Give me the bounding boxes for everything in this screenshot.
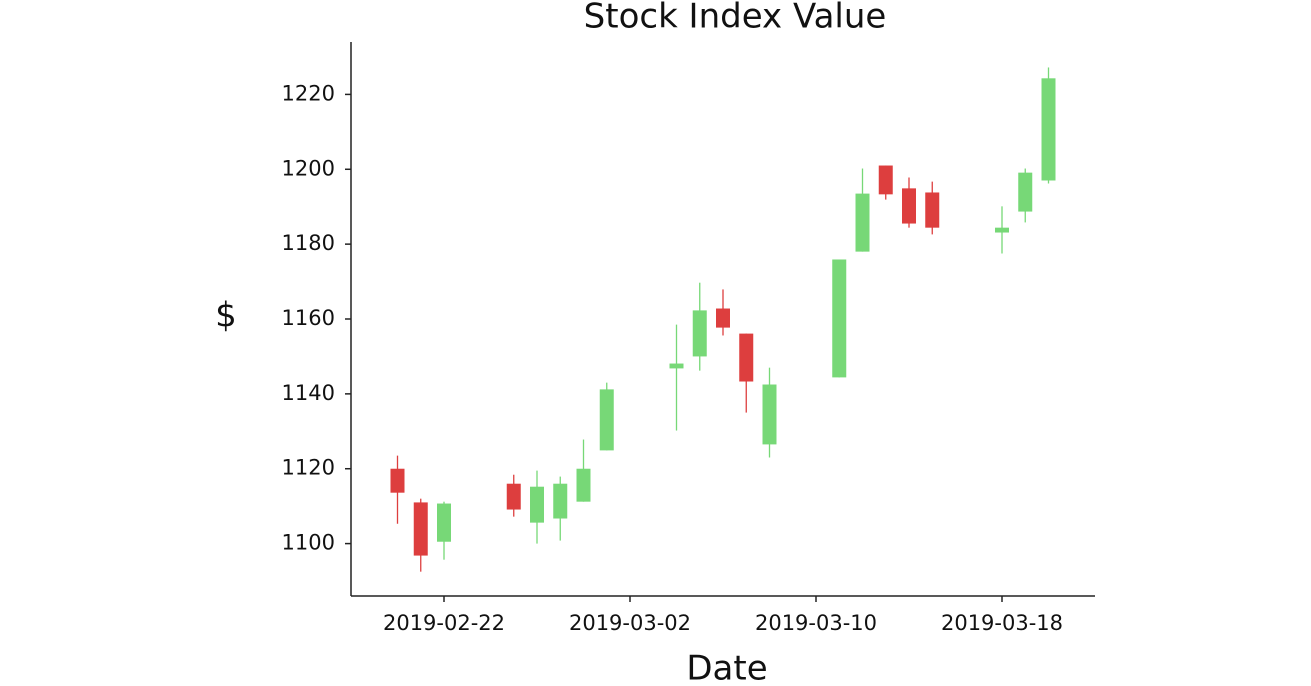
candle-body (413, 502, 428, 556)
candle-body (832, 259, 847, 378)
candle-body (1041, 78, 1056, 181)
x-tick-label: 2019-03-18 (941, 611, 1063, 635)
y-tick-label: 1140 (282, 381, 335, 405)
y-tick-label: 1180 (282, 231, 335, 255)
x-tick-label: 2019-02-22 (383, 611, 505, 635)
candle-body (576, 468, 591, 502)
candle-body (902, 188, 916, 224)
candle-body (995, 227, 1009, 233)
x-axis-label: Date (686, 649, 767, 686)
candle-body (506, 483, 521, 510)
candle-body (716, 308, 730, 328)
candle-body (1018, 172, 1033, 212)
candle-body (669, 363, 684, 369)
y-tick-label: 1100 (282, 531, 335, 555)
y-tick-label: 1120 (282, 456, 335, 480)
chart-title: Stock Index Value (584, 0, 887, 37)
y-tick-label: 1200 (282, 156, 335, 180)
candle-body (878, 165, 893, 195)
candle-body (599, 389, 614, 451)
candle-body (530, 486, 544, 523)
candle-body (762, 384, 777, 445)
y-axis-label: $ (215, 296, 237, 336)
x-tick-label: 2019-03-10 (755, 611, 877, 635)
candle-body (390, 468, 405, 493)
candle-body (855, 193, 870, 252)
candle-body (925, 192, 940, 228)
candle-body (739, 333, 754, 382)
candle-body (437, 503, 451, 542)
y-tick-label: 1220 (282, 81, 335, 105)
candle-body (553, 483, 568, 519)
x-tick-label: 2019-03-02 (569, 611, 691, 635)
candle-body (692, 310, 707, 357)
y-tick-label: 1160 (282, 306, 335, 330)
